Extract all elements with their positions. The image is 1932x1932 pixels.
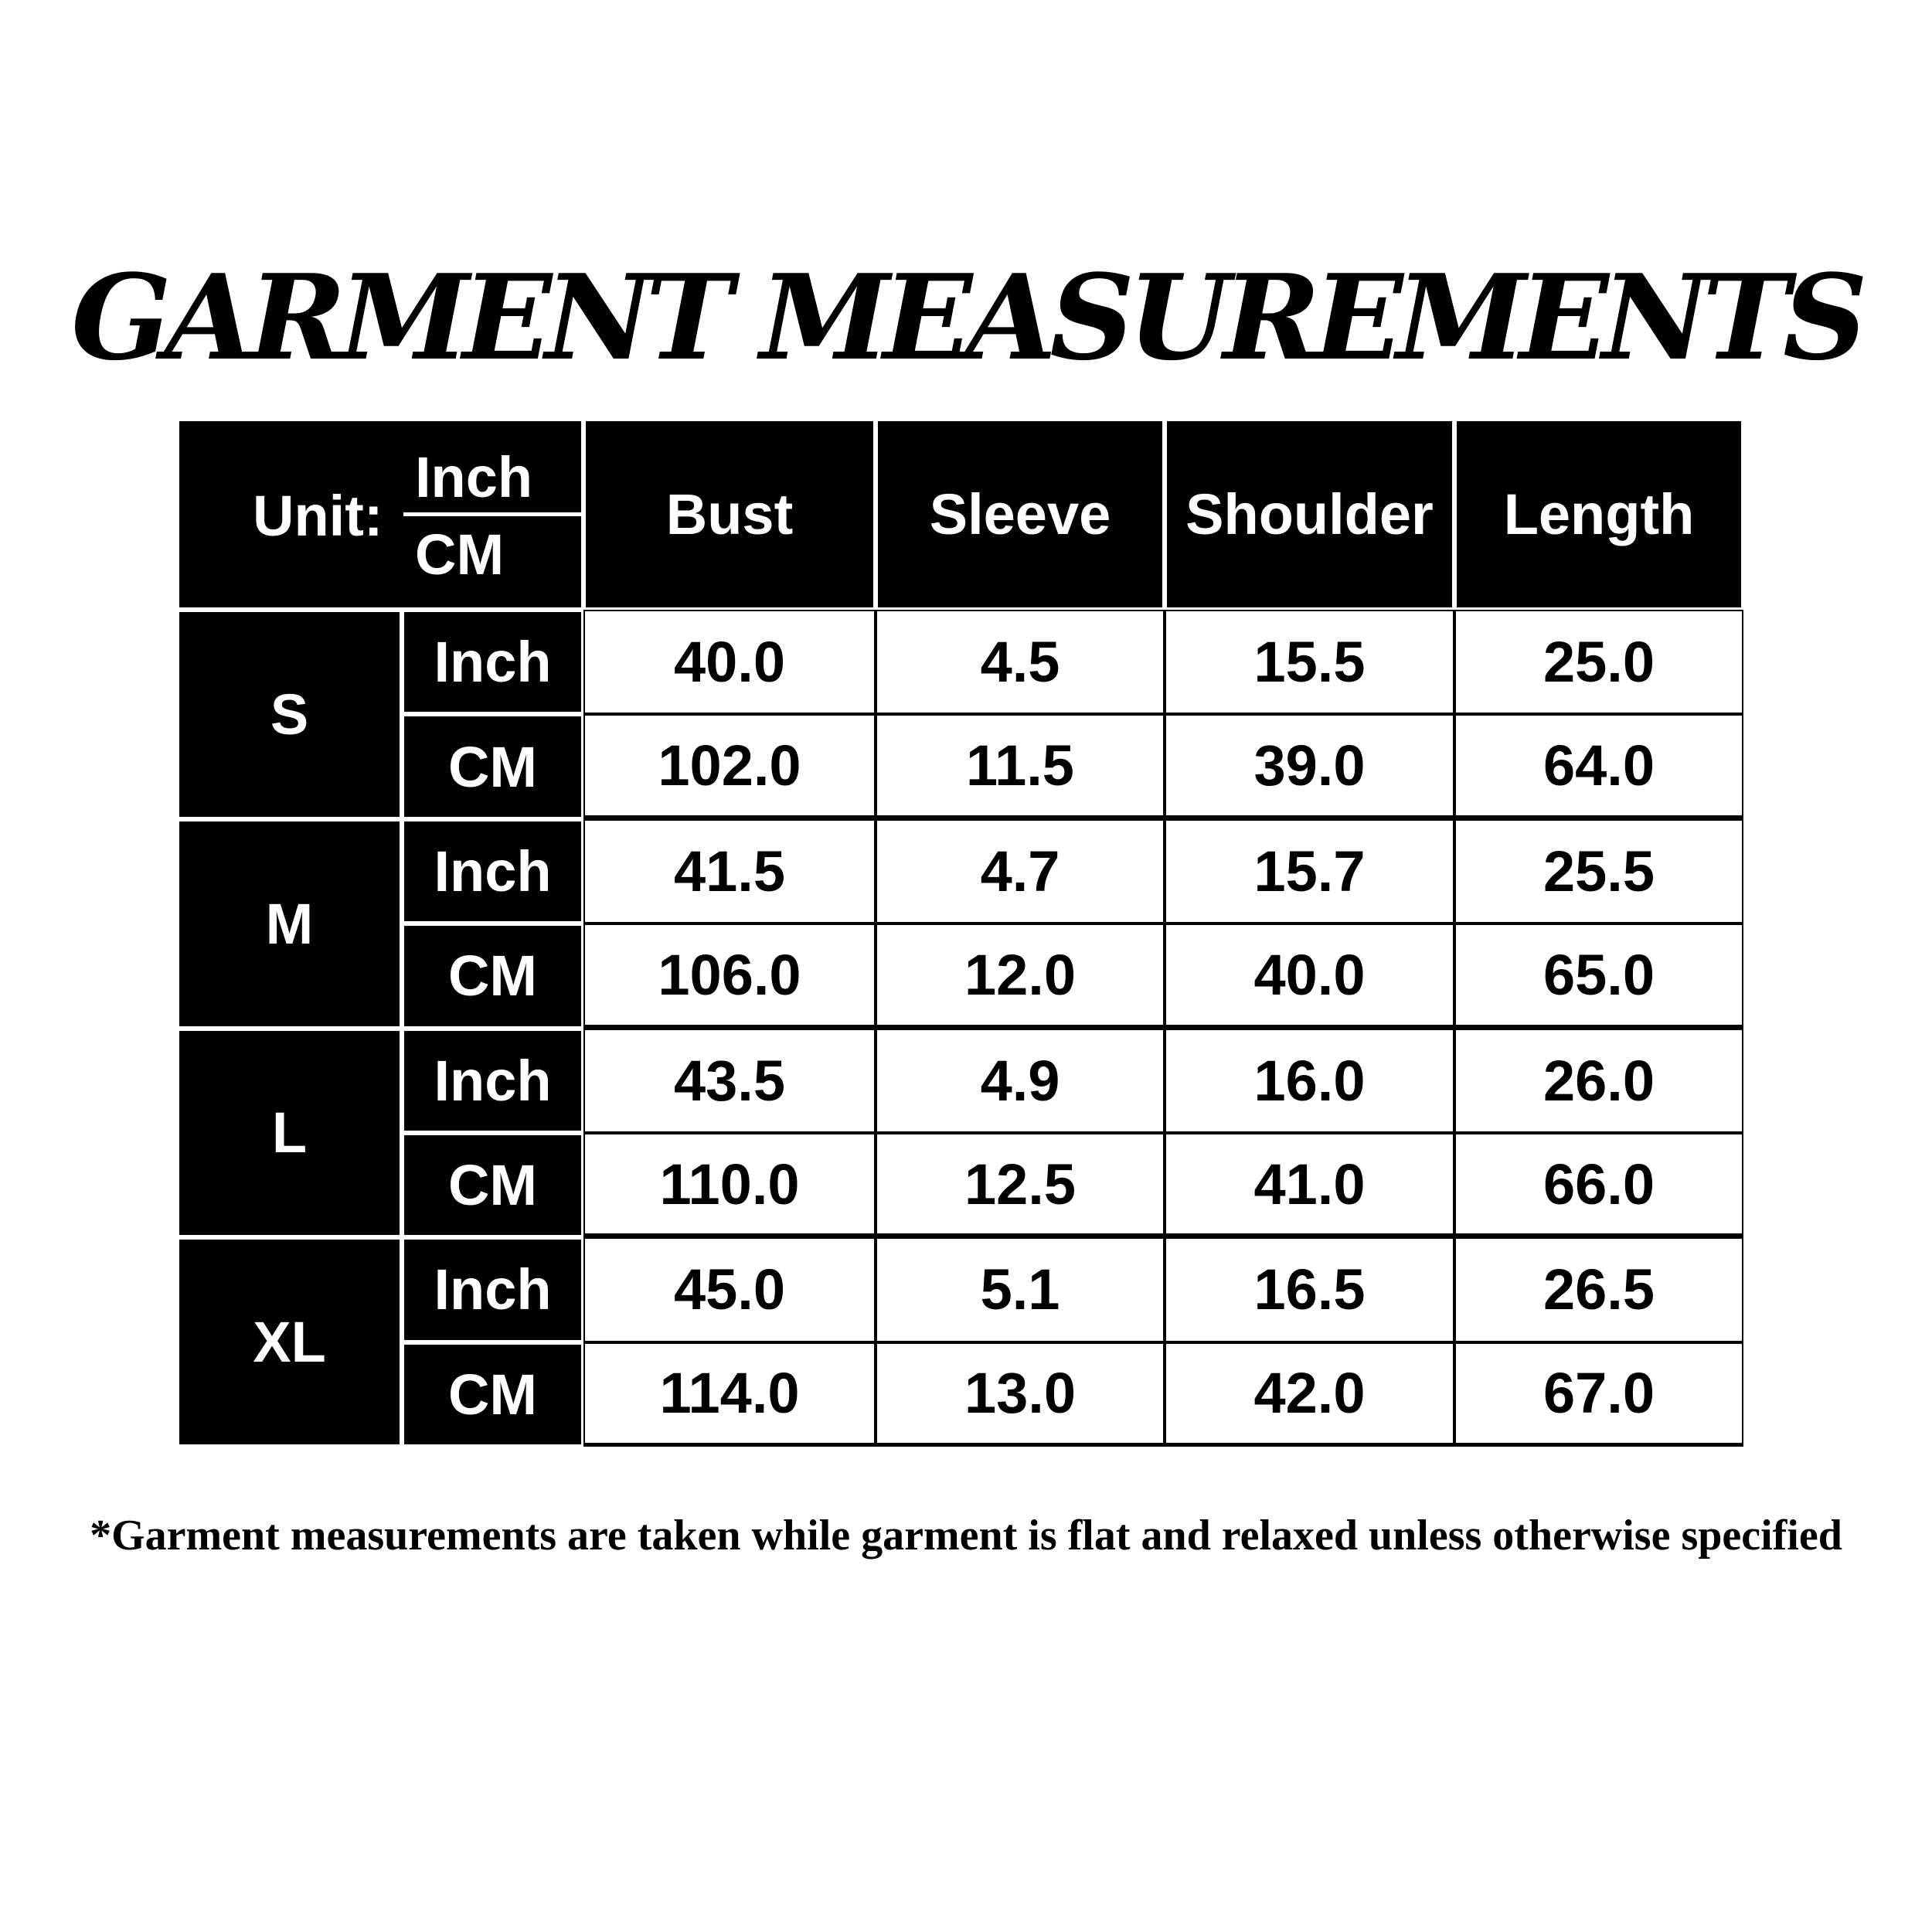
unit-label: CM [402, 1132, 583, 1238]
measurement-cell: 43.5 [583, 1028, 876, 1133]
measurement-cell: 64.0 [1454, 714, 1743, 819]
measurement-cell: 41.5 [583, 818, 876, 924]
measurement-cell: 106.0 [583, 923, 876, 1029]
measurement-cell: 12.5 [876, 1132, 1165, 1238]
measurement-cell: 16.5 [1165, 1237, 1454, 1342]
measurement-cell: 65.0 [1454, 923, 1743, 1029]
unit-label: Inch [402, 1237, 583, 1342]
measurement-cell: 42.0 [1165, 1342, 1454, 1447]
unit-header-cell: Unit: Inch CM [177, 419, 583, 610]
measurement-cell: 4.7 [876, 818, 1165, 924]
unit-inch-label: Inch [415, 445, 533, 509]
measurement-cell: 4.9 [876, 1028, 1165, 1133]
measurement-cell: 16.0 [1165, 1028, 1454, 1133]
measurement-cell: 5.1 [876, 1237, 1165, 1342]
measurement-cell: 39.0 [1165, 714, 1454, 819]
unit-label: CM [402, 923, 583, 1029]
unit-label: CM [402, 1342, 583, 1447]
measurement-cell: 15.7 [1165, 818, 1454, 924]
measurement-cell: 45.0 [583, 1237, 876, 1342]
measurement-cell: 26.0 [1454, 1028, 1743, 1133]
size-label: XL [177, 1237, 402, 1447]
measurement-cell: 114.0 [583, 1342, 876, 1447]
measurement-cell: 13.0 [876, 1342, 1165, 1447]
unit-label: Unit: [253, 484, 383, 548]
measurement-cell: 66.0 [1454, 1132, 1743, 1238]
column-header-shoulder: Shoulder [1165, 419, 1454, 610]
measurement-cell: 4.5 [876, 610, 1165, 715]
measurement-cell: 40.0 [583, 610, 876, 715]
measurement-cell: 12.0 [876, 923, 1165, 1029]
measurement-cell: 26.5 [1454, 1237, 1743, 1342]
column-header-length: Length [1454, 419, 1743, 610]
measurement-cell: 25.5 [1454, 818, 1743, 924]
size-chart-table: Unit: Inch CM Bust Sleeve Shoulder Length S Inch… [177, 419, 1743, 1447]
unit-divider [403, 512, 581, 516]
unit-label: CM [402, 714, 583, 819]
page-title: GARMENT MEASUREMENTS [71, 248, 1868, 386]
column-header-bust: Bust [583, 419, 876, 610]
size-label: L [177, 1028, 402, 1238]
size-label: M [177, 818, 402, 1029]
measurement-cell: 15.5 [1165, 610, 1454, 715]
measurement-cell: 25.0 [1454, 610, 1743, 715]
unit-label: Inch [402, 610, 583, 715]
measurement-cell: 110.0 [583, 1132, 876, 1238]
unit-label: Inch [402, 1028, 583, 1133]
measurement-cell: 11.5 [876, 714, 1165, 819]
measurement-cell: 41.0 [1165, 1132, 1454, 1238]
measurement-cell: 67.0 [1454, 1342, 1743, 1447]
measurement-cell: 102.0 [583, 714, 876, 819]
size-label: S [177, 610, 402, 819]
unit-label: Inch [402, 818, 583, 924]
unit-cm-label: CM [415, 522, 505, 587]
footnote: *Garment measurements are taken while ga… [90, 1512, 1842, 1560]
measurement-cell: 40.0 [1165, 923, 1454, 1029]
column-header-sleeve: Sleeve [876, 419, 1165, 610]
